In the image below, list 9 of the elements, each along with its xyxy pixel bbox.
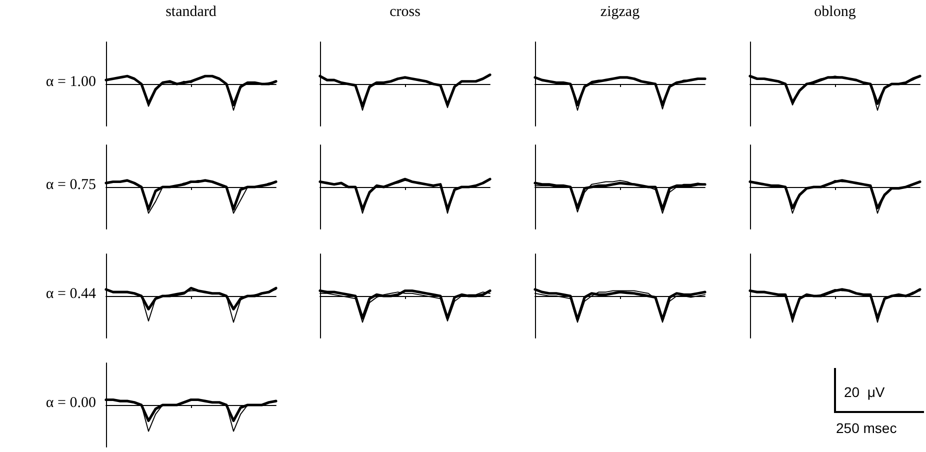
y-axis-title: α = 0.75 <box>44 177 96 194</box>
y-axis-title: α = 0.00 <box>44 395 96 412</box>
chart-title: standard <box>164 4 218 21</box>
chart-title: oblong <box>813 4 857 21</box>
scale-bar: 20 μV 250 msec <box>834 368 924 444</box>
chart-title: cross <box>388 4 422 21</box>
y-axis-title: α = 1.00 <box>44 74 96 91</box>
y-axis-title: α = 0.44 <box>44 286 96 303</box>
chart-title: zigzag <box>599 4 641 21</box>
